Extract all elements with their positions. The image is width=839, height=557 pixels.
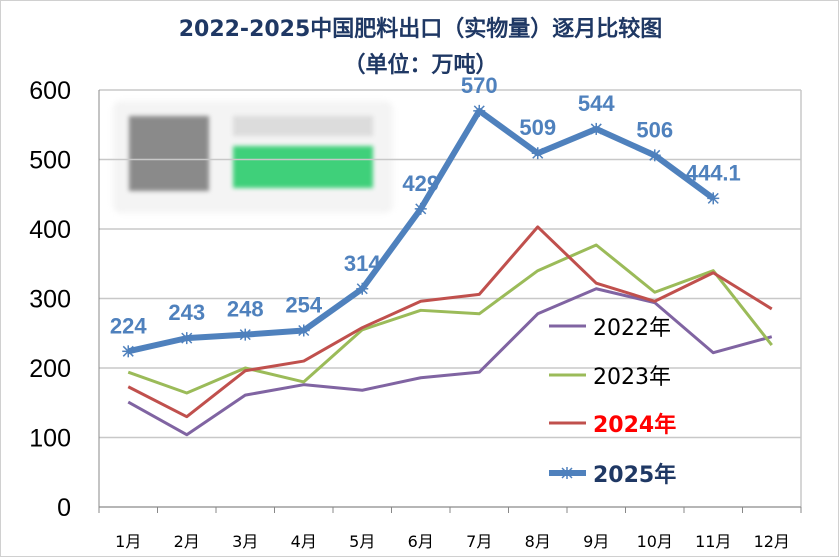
y-tick-label: 100: [29, 425, 71, 453]
series-line: [127, 225, 773, 419]
chart-title: 2022-2025中国肥料出口（实物量）逐月比较图: [178, 17, 663, 42]
data-point-marker: [590, 122, 603, 135]
data-point-marker: [122, 345, 135, 358]
watermark-logo-part: [129, 116, 209, 191]
y-tick-label: 600: [29, 77, 71, 105]
legend-label: 2022年: [593, 316, 671, 341]
marker-stroke: [239, 329, 251, 341]
x-tick-label: 9月: [583, 532, 609, 551]
chart-subtitle: （单位：万吨）: [343, 53, 498, 78]
data-label: 509: [519, 115, 556, 140]
data-label: 248: [227, 297, 264, 322]
data-point-marker: [414, 202, 427, 215]
y-tick-label: 500: [29, 147, 71, 175]
marker-stroke: [473, 105, 485, 117]
data-point-marker: [297, 324, 310, 337]
x-tick-label: 8月: [525, 532, 551, 551]
data-label: 243: [168, 300, 205, 325]
x-tick-label: 10月: [637, 532, 673, 551]
marker-stroke: [298, 324, 310, 337]
data-label: 506: [636, 117, 673, 142]
legend-label: 2023年: [593, 365, 671, 390]
data-label: 570: [461, 73, 498, 98]
x-tick-label: 7月: [466, 532, 492, 551]
data-label: 444.1: [686, 160, 741, 185]
marker-stroke: [561, 467, 573, 479]
data-point-marker: [648, 149, 661, 162]
marker-stroke: [590, 123, 602, 135]
marker-stroke: [707, 192, 719, 204]
y-tick-label: 0: [57, 494, 71, 522]
x-tick-label: 2月: [174, 532, 200, 551]
legend-marker: [561, 467, 573, 479]
data-label: 544: [578, 91, 615, 116]
data-point-marker: [356, 282, 369, 295]
data-point-marker: [531, 147, 544, 160]
data-point-marker: [180, 332, 193, 345]
x-tick-label: 6月: [408, 532, 434, 551]
x-tick-label: 5月: [349, 532, 375, 551]
x-tick-label: 4月: [291, 532, 317, 551]
x-tick-label: 11月: [695, 532, 731, 551]
marker-stroke: [649, 149, 661, 161]
y-tick-label: 400: [29, 216, 71, 244]
marker-stroke: [415, 203, 427, 215]
data-point-marker: [473, 104, 486, 117]
data-point-marker: [707, 192, 720, 205]
legend-label: 2025年: [593, 462, 676, 488]
data-label: 314: [344, 251, 381, 276]
marker-stroke: [532, 147, 544, 159]
y-tick-label: 300: [29, 286, 71, 314]
series-line: [127, 243, 773, 395]
x-tick-label: 3月: [232, 532, 258, 551]
data-point-marker: [239, 328, 252, 341]
series-line: [127, 287, 773, 437]
watermark-logo-part: [233, 146, 373, 188]
y-tick-label: 200: [29, 355, 71, 383]
data-label: 224: [110, 313, 147, 338]
marker-stroke: [181, 332, 193, 344]
legend-label: 2024年: [593, 412, 676, 438]
marker-stroke: [122, 345, 134, 357]
marker-stroke: [356, 283, 368, 295]
watermark-logo-part: [233, 116, 373, 136]
data-label: 254: [285, 292, 322, 317]
data-label: 429: [402, 171, 439, 196]
x-tick-label: 12月: [754, 532, 790, 551]
x-tick-label: 1月: [115, 532, 141, 551]
